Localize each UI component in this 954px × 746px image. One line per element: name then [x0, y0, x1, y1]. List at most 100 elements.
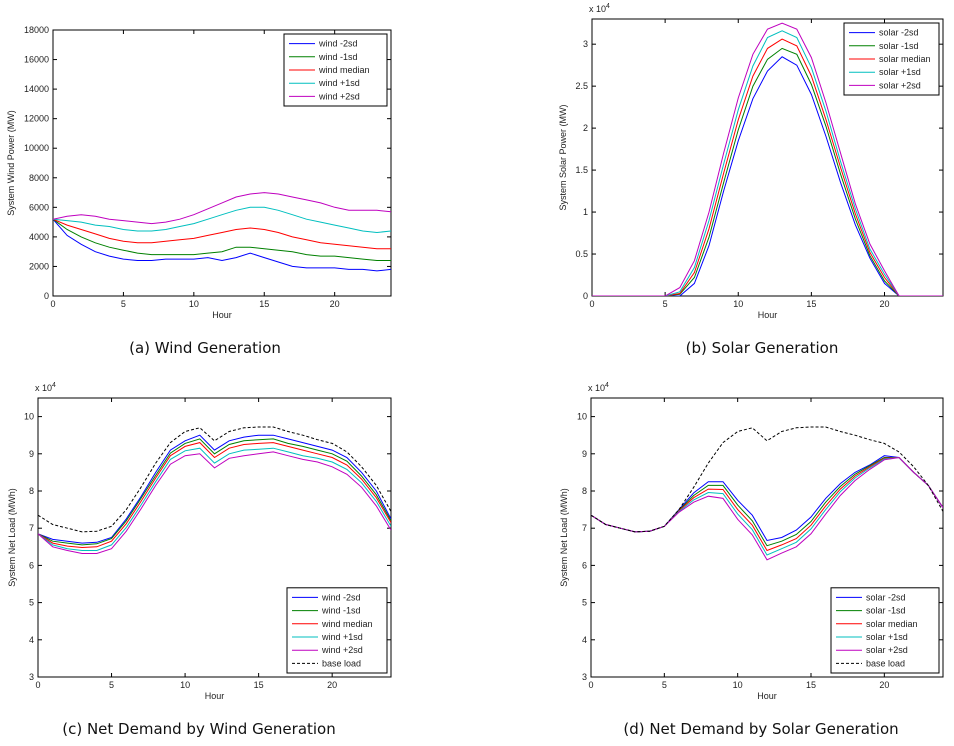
- legend: solar -2sd solar -1sd solar median solar +1…: [830, 587, 940, 674]
- x-tick-label: 0: [589, 299, 594, 309]
- x-tick-label: 5: [121, 299, 126, 309]
- legend: wind -2sd wind -1sd wind median wind +1sd wi…: [286, 587, 388, 674]
- y-tick-label: 2: [583, 123, 588, 133]
- series-line-wind-2sd: [53, 218, 391, 272]
- y-tick-label: 10000: [24, 143, 49, 153]
- x-tick-label: 10: [733, 680, 743, 690]
- series-line-solar-1sd: [592, 30, 943, 296]
- y-tick-label: 2000: [29, 261, 49, 271]
- legend-label: solar median: [866, 619, 918, 629]
- legend-label: solar median: [879, 54, 931, 64]
- legend-label: solar -1sd: [866, 606, 906, 616]
- y-exponent-label: x 104: [589, 3, 610, 14]
- series-line-wind-1sd: [53, 218, 391, 261]
- x-tick-label: 15: [259, 299, 269, 309]
- legend-label: wind -2sd: [321, 592, 361, 602]
- legend-label: solar -1sd: [879, 41, 919, 51]
- legend-label: solar +2sd: [879, 80, 921, 90]
- x-tick-label: 15: [806, 680, 816, 690]
- series-line-wind-1sd: [38, 438, 391, 546]
- y-tick-label: 3: [29, 672, 34, 682]
- legend-label: wind +1sd: [318, 78, 360, 88]
- x-tick-label: 10: [180, 680, 190, 690]
- legend-label: wind -2sd: [318, 39, 358, 49]
- y-tick-label: 3: [582, 672, 587, 682]
- series-line-wind-1sd: [53, 206, 391, 234]
- y-tick-label: 5: [582, 598, 587, 608]
- y-tick-label: 3: [583, 39, 588, 49]
- y-exponent-base: x 10: [35, 383, 52, 393]
- y-tick-label: 10: [24, 412, 34, 422]
- legend-label: solar +1sd: [866, 632, 908, 642]
- legend-label: wind +2sd: [318, 91, 360, 101]
- legend-label: wind +2sd: [321, 645, 363, 655]
- y-tick-label: 10: [577, 412, 587, 422]
- y-tick-label: 8: [29, 486, 34, 496]
- x-axis-label: Hour: [212, 310, 232, 320]
- y-tick-label: 9: [29, 449, 34, 459]
- x-tick-label: 0: [588, 680, 593, 690]
- panel-caption: (c) Net Demand by Wind Generation: [62, 720, 336, 738]
- y-exponent-base: x 10: [588, 383, 605, 393]
- x-axis-label: Hour: [758, 310, 778, 320]
- series-line-solar-1sd: [592, 47, 943, 296]
- y-exponent-power: 4: [605, 382, 609, 389]
- series-line-solar-2sd: [592, 22, 943, 296]
- y-exponent-power: 4: [606, 3, 610, 10]
- panel-caption: (d) Net Demand by Solar Generation: [623, 720, 898, 738]
- y-tick-label: 7: [582, 523, 587, 533]
- y-tick-label: 6: [29, 560, 34, 570]
- x-tick-label: 20: [879, 680, 889, 690]
- legend-box: [286, 587, 388, 674]
- y-tick-label: 0: [44, 291, 49, 301]
- legend-label: wind median: [318, 65, 370, 75]
- y-tick-label: 1: [583, 207, 588, 217]
- series-line-wind-median: [38, 442, 391, 549]
- legend-label: wind -1sd: [318, 52, 358, 62]
- legend-label: solar -2sd: [866, 592, 906, 602]
- legend-label: wind -1sd: [321, 606, 361, 616]
- legend-label: solar +2sd: [866, 645, 908, 655]
- legend-label: solar -2sd: [879, 28, 919, 38]
- x-tick-label: 15: [254, 680, 264, 690]
- legend-label: wind +1sd: [321, 632, 363, 642]
- y-tick-label: 18000: [24, 25, 49, 35]
- y-tick-label: 16000: [24, 55, 49, 65]
- y-tick-label: 7: [29, 523, 34, 533]
- panel-caption: (b) Solar Generation: [686, 339, 839, 357]
- series-line-base-load: [591, 426, 943, 533]
- y-tick-label: 9: [582, 449, 587, 459]
- y-exponent-label: x 104: [35, 382, 56, 393]
- series-line-wind-2sd: [53, 192, 391, 225]
- y-exponent-label: x 104: [588, 382, 609, 393]
- y-tick-label: 2.5: [575, 81, 588, 91]
- y-axis-label: System Solar Power (MW): [558, 104, 568, 210]
- legend-box: [830, 587, 940, 674]
- series-line-wind-1sd: [38, 447, 391, 551]
- x-tick-label: 20: [879, 299, 889, 309]
- y-tick-label: 6: [582, 560, 587, 570]
- x-tick-label: 20: [327, 680, 337, 690]
- x-tick-label: 5: [109, 680, 114, 690]
- series-line-wind-2sd: [38, 451, 391, 554]
- x-tick-label: 5: [662, 680, 667, 690]
- y-tick-label: 4: [29, 635, 34, 645]
- legend-label: base load: [866, 658, 905, 668]
- y-tick-label: 8000: [29, 173, 49, 183]
- x-tick-label: 10: [733, 299, 743, 309]
- series-line-base-load: [38, 426, 391, 533]
- y-tick-label: 0: [583, 291, 588, 301]
- y-axis-label: System Net Load (MWh): [7, 488, 17, 587]
- y-tick-label: 1.5: [575, 165, 588, 175]
- panel-caption: (a) Wind Generation: [129, 339, 281, 357]
- y-exponent-power: 4: [52, 382, 56, 389]
- y-tick-label: 14000: [24, 84, 49, 94]
- legend-label: base load: [322, 658, 361, 668]
- legend-label: solar +1sd: [879, 67, 921, 77]
- y-tick-label: 12000: [24, 114, 49, 124]
- chart-panel-b: 0 5 10 15 20 0 0.5 1 1.5 2 2.5 3 x 104 Hour System Sol…: [558, 3, 944, 357]
- y-tick-label: 4: [582, 635, 587, 645]
